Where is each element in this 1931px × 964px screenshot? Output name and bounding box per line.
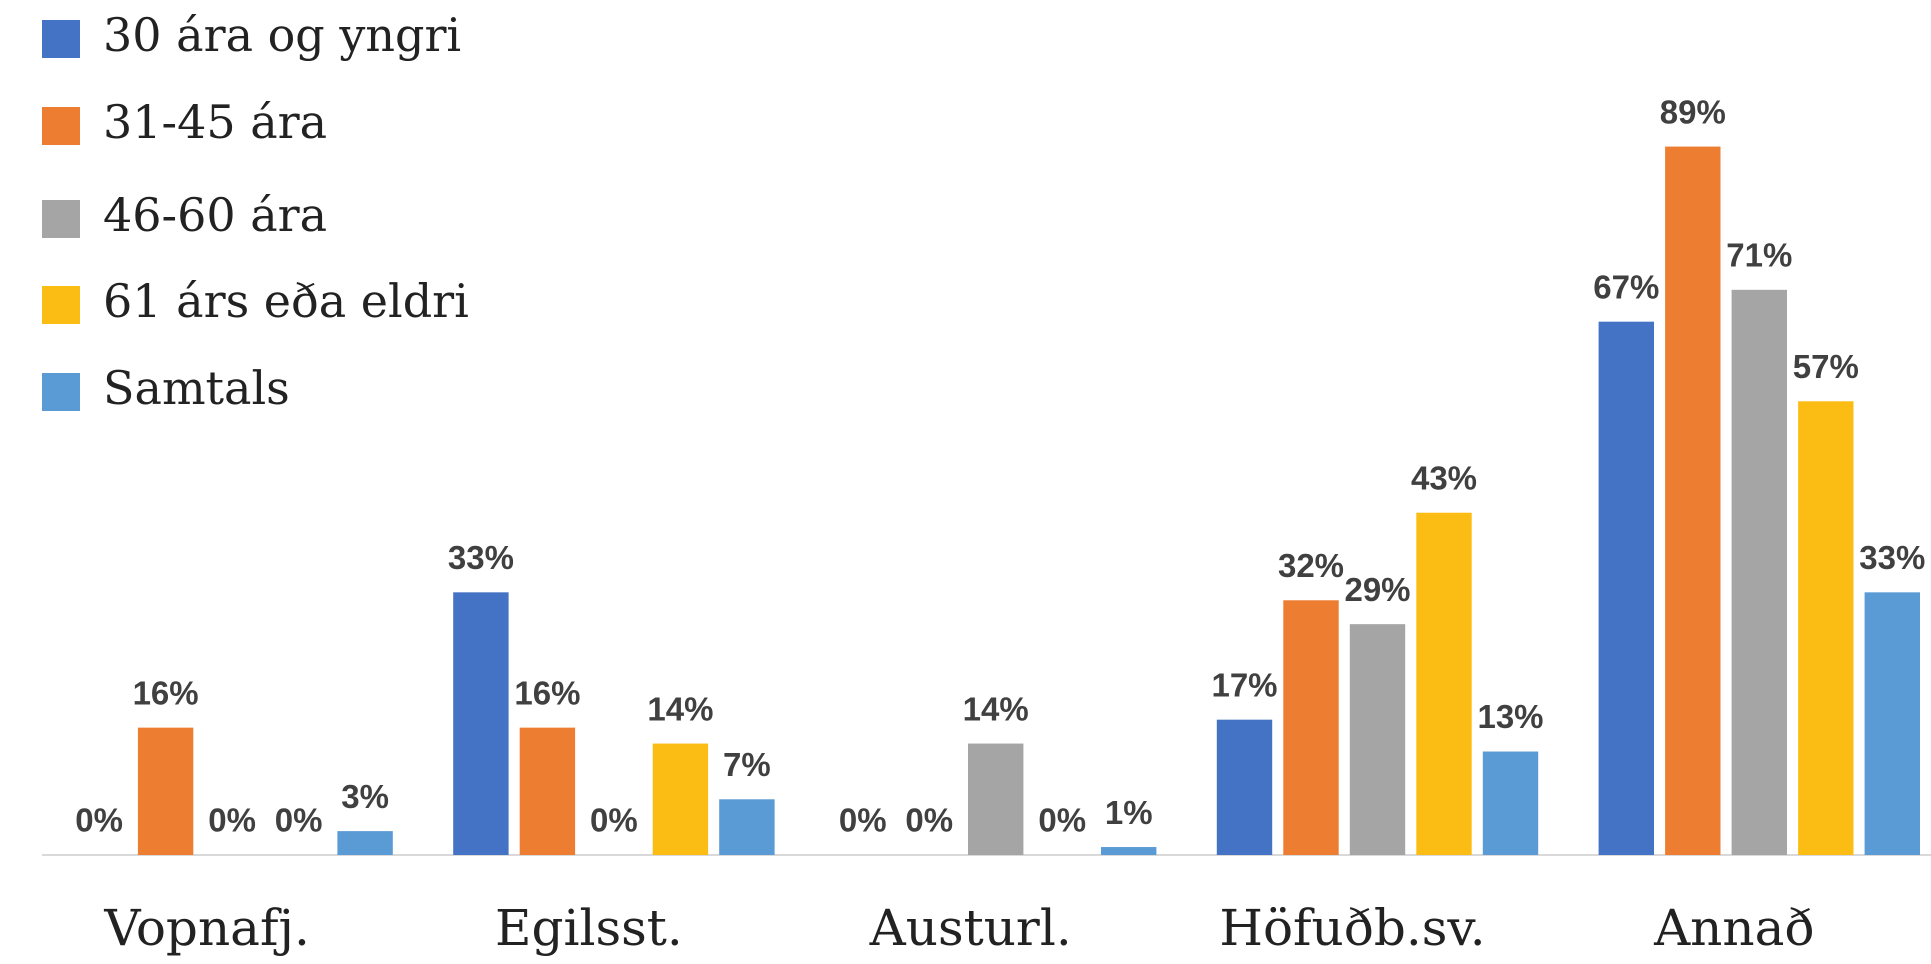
bar (519, 727, 576, 855)
bar (1482, 751, 1539, 855)
bar (337, 831, 393, 855)
bar (652, 743, 709, 855)
value-label: 0% (839, 802, 887, 839)
value-label: 33% (448, 539, 514, 576)
x-tick-label: Annað (1653, 899, 1814, 957)
value-label: 17% (1211, 666, 1277, 703)
bar (1283, 600, 1339, 855)
x-tick-label: Austurl. (869, 899, 1072, 957)
value-label: 71% (1726, 237, 1792, 274)
value-label: 89% (1660, 93, 1726, 130)
bar (1349, 624, 1406, 855)
value-label: 0% (275, 802, 323, 839)
legend-label: 61 árs eða eldri (103, 274, 469, 328)
bar (1665, 146, 1721, 855)
value-label: 0% (75, 802, 123, 839)
value-label: 14% (963, 690, 1029, 727)
bar (1416, 512, 1472, 855)
value-label: 3% (341, 778, 389, 815)
legend-swatch (42, 20, 80, 58)
value-label: 14% (647, 690, 713, 727)
value-label: 1% (1105, 794, 1153, 831)
bar (1101, 847, 1157, 855)
legend-swatch (42, 373, 80, 411)
legend-label: Samtals (103, 361, 290, 415)
x-tick-label: Höfuðb.sv. (1219, 899, 1485, 957)
bar (1598, 321, 1654, 855)
value-label: 7% (723, 746, 771, 783)
value-label: 0% (905, 802, 953, 839)
value-label: 0% (1038, 802, 1086, 839)
bar (137, 727, 194, 855)
bar (1216, 719, 1273, 855)
bar (1731, 289, 1787, 856)
x-tick-label: Egilsst. (495, 899, 683, 957)
value-label: 29% (1344, 571, 1410, 608)
legend-label: 46-60 ára (103, 188, 327, 242)
legend-label: 30 ára og yngri (103, 8, 461, 62)
value-label: 43% (1411, 459, 1477, 496)
value-label: 0% (590, 802, 638, 839)
value-label: 13% (1477, 698, 1543, 735)
bar (1864, 592, 1920, 855)
bar (1798, 401, 1854, 855)
bar (719, 799, 775, 855)
bar (453, 592, 509, 855)
value-label: 32% (1278, 547, 1344, 584)
value-label: 16% (133, 674, 199, 711)
value-label: 33% (1859, 539, 1925, 576)
value-label: 0% (208, 802, 256, 839)
legend-swatch (42, 200, 80, 238)
x-tick-label: Vopnafj. (103, 899, 310, 957)
bar (968, 743, 1024, 855)
value-label: 67% (1593, 268, 1659, 305)
value-label: 16% (514, 674, 580, 711)
legend-swatch (42, 107, 80, 145)
legend-swatch (42, 286, 80, 324)
legend-label: 31-45 ára (103, 95, 327, 149)
value-label: 57% (1793, 348, 1859, 385)
